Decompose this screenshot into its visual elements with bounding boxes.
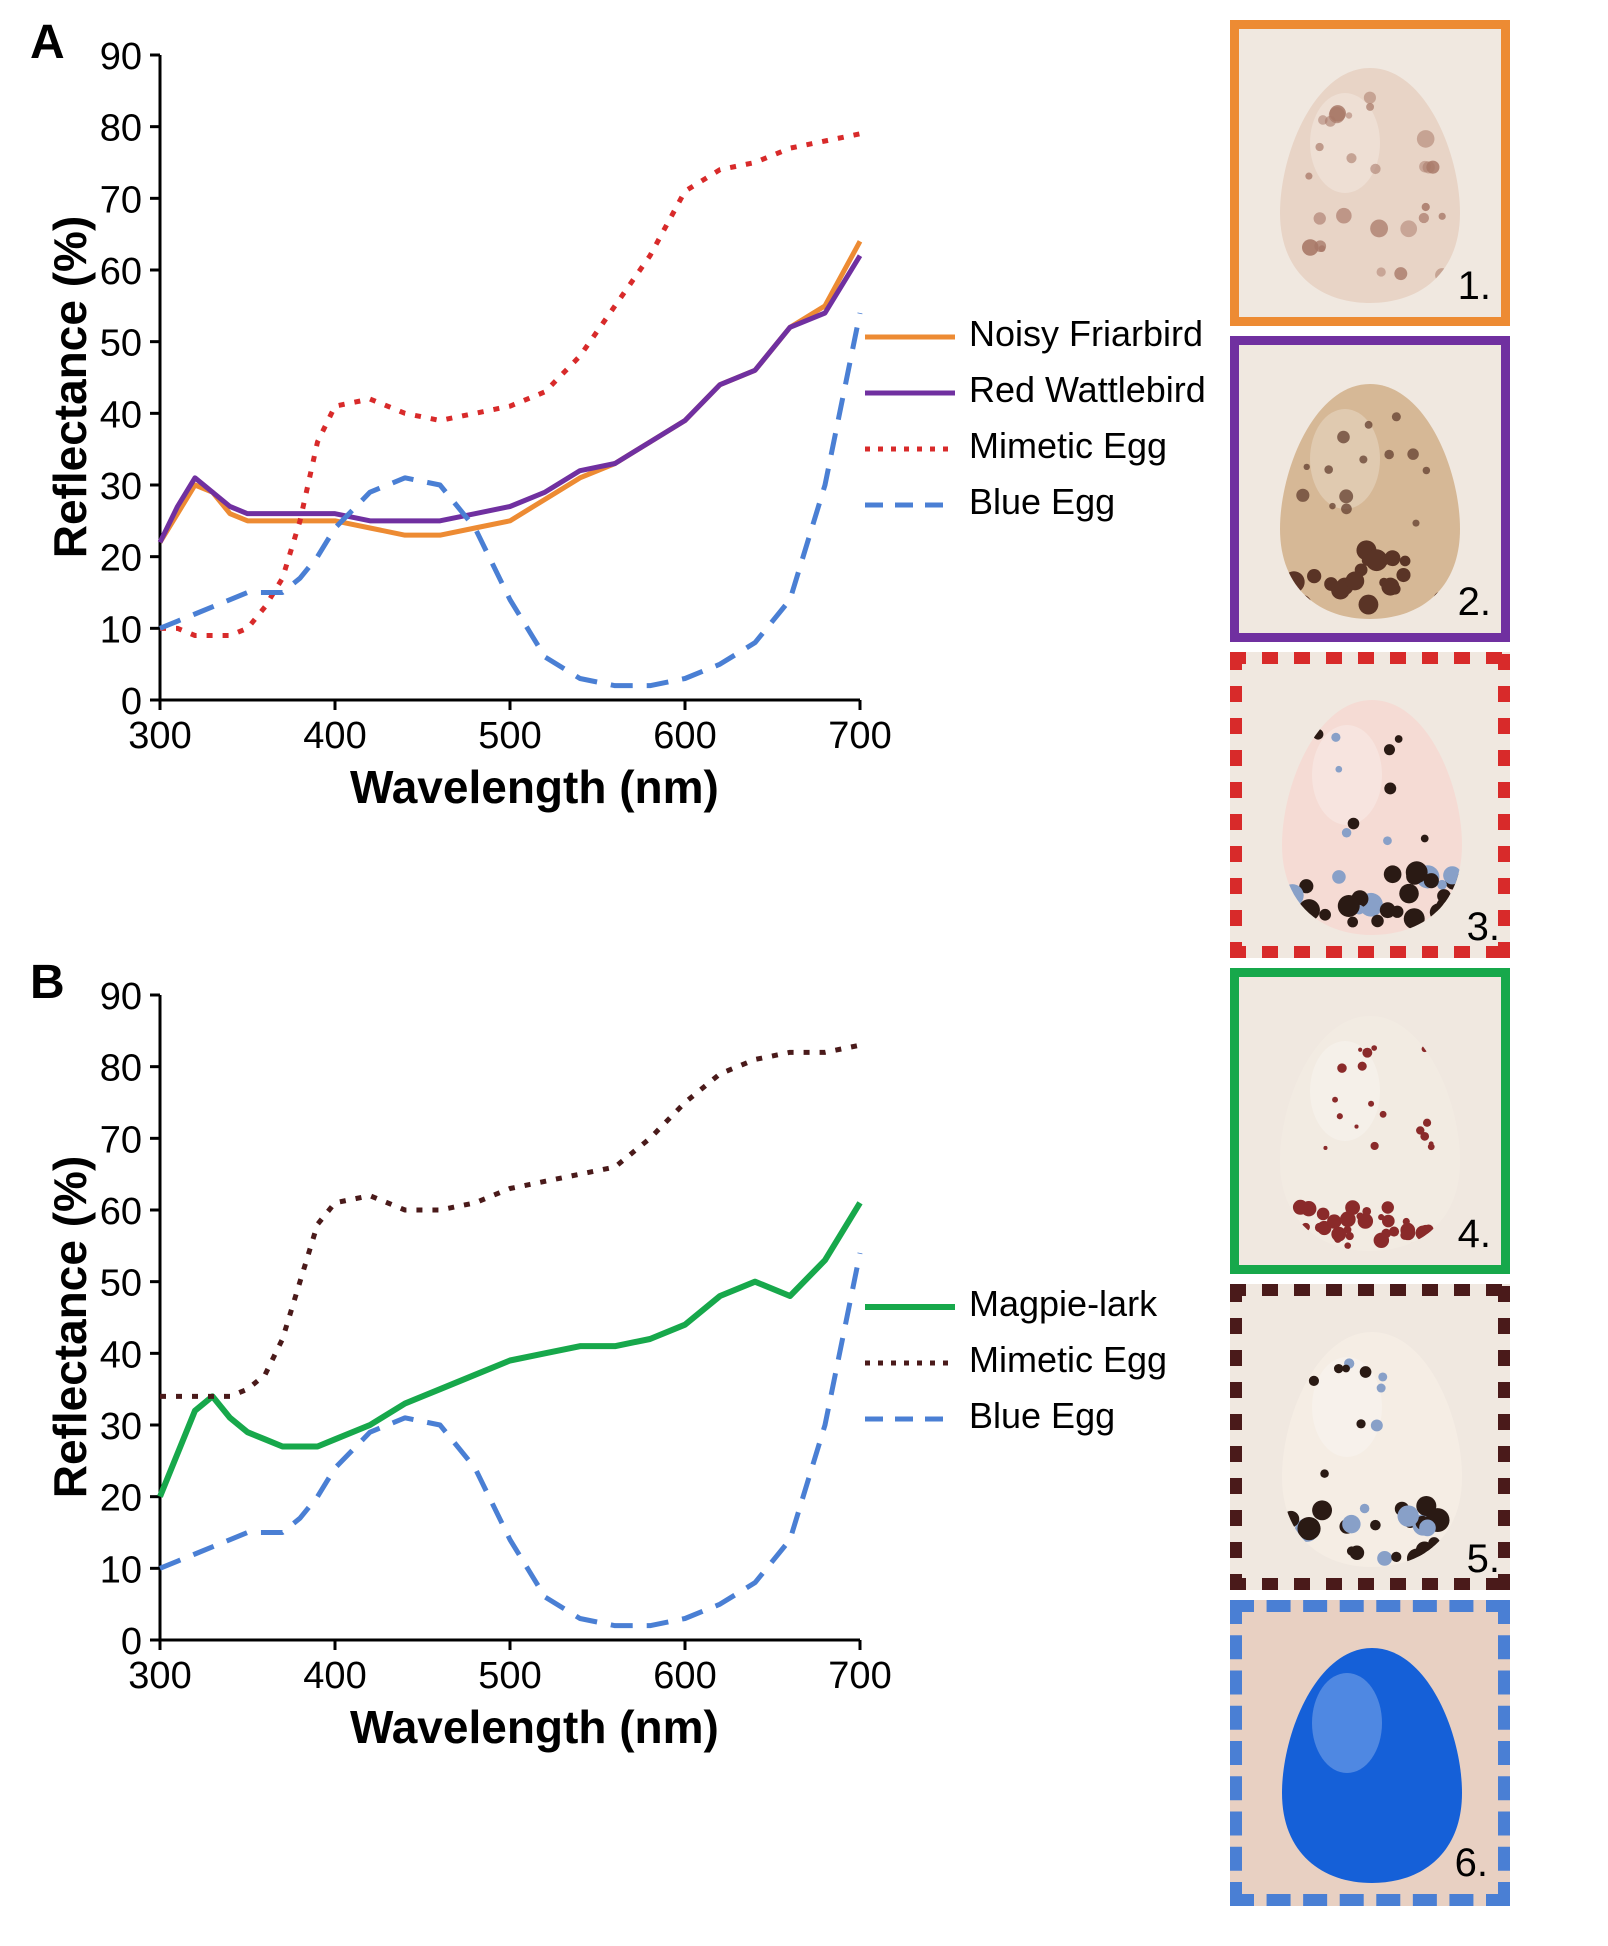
- egg-image-box: 5.: [1230, 1284, 1510, 1590]
- egg-number: 2.: [1458, 580, 1491, 625]
- svg-text:400: 400: [303, 1655, 366, 1697]
- svg-text:300: 300: [128, 715, 191, 757]
- legend-item: Magpie-lark: [865, 1280, 1167, 1328]
- svg-text:500: 500: [478, 715, 541, 757]
- svg-text:30: 30: [100, 466, 142, 508]
- svg-text:600: 600: [653, 1655, 716, 1697]
- svg-text:10: 10: [100, 609, 142, 651]
- svg-text:80: 80: [100, 1048, 142, 1090]
- svg-text:80: 80: [100, 108, 142, 150]
- egg-images-column: 1. 2. 3. 4. 5. 6.: [1230, 20, 1550, 1916]
- legend-item: Blue Egg: [865, 1392, 1167, 1440]
- egg-image-box: 2.: [1230, 336, 1510, 642]
- svg-text:10: 10: [100, 1549, 142, 1591]
- legend-label: Magpie-lark: [969, 1283, 1157, 1325]
- svg-text:70: 70: [100, 179, 142, 221]
- legend-item: Mimetic Egg: [865, 422, 1206, 470]
- svg-text:50: 50: [100, 323, 142, 365]
- egg-number: 3.: [1467, 905, 1500, 950]
- egg-number: 6.: [1455, 1841, 1488, 1886]
- svg-text:70: 70: [100, 1119, 142, 1161]
- x-axis-label-a: Wavelength (nm): [350, 760, 719, 814]
- legend-label: Red Wattlebird: [969, 369, 1206, 411]
- egg-number: 1.: [1458, 264, 1491, 309]
- legend-item: Blue Egg: [865, 478, 1206, 526]
- egg-image-box: 1.: [1230, 20, 1510, 326]
- svg-text:30: 30: [100, 1406, 142, 1448]
- svg-text:40: 40: [100, 394, 142, 436]
- svg-text:700: 700: [828, 1655, 891, 1697]
- legend-item: Red Wattlebird: [865, 366, 1206, 414]
- legend-label: Blue Egg: [969, 481, 1115, 523]
- legend-a: Noisy Friarbird Red Wattlebird Mimetic Egg…: [865, 310, 1206, 534]
- legend-item: Noisy Friarbird: [865, 310, 1206, 358]
- legend-label: Mimetic Egg: [969, 1339, 1167, 1381]
- egg-image-box: 4.: [1230, 968, 1510, 1274]
- egg-image-box: 3.: [1230, 652, 1510, 958]
- svg-text:90: 90: [100, 36, 142, 78]
- legend-label: Blue Egg: [969, 1395, 1115, 1437]
- legend-label: Noisy Friarbird: [969, 313, 1203, 355]
- svg-text:600: 600: [653, 715, 716, 757]
- svg-text:700: 700: [828, 715, 891, 757]
- legend-item: Mimetic Egg: [865, 1336, 1167, 1384]
- svg-text:300: 300: [128, 1655, 191, 1697]
- egg-image-box: 6.: [1230, 1600, 1510, 1906]
- svg-text:20: 20: [100, 538, 142, 580]
- svg-text:50: 50: [100, 1263, 142, 1305]
- svg-text:400: 400: [303, 715, 366, 757]
- legend-b: Magpie-lark Mimetic Egg Blue Egg: [865, 1280, 1167, 1448]
- svg-text:60: 60: [100, 1191, 142, 1233]
- svg-text:500: 500: [478, 1655, 541, 1697]
- legend-label: Mimetic Egg: [969, 425, 1167, 467]
- x-axis-label-b: Wavelength (nm): [350, 1700, 719, 1754]
- egg-number: 4.: [1458, 1212, 1491, 1257]
- svg-text:60: 60: [100, 251, 142, 293]
- svg-text:40: 40: [100, 1334, 142, 1376]
- egg-number: 5.: [1467, 1537, 1500, 1582]
- svg-text:20: 20: [100, 1478, 142, 1520]
- svg-text:90: 90: [100, 976, 142, 1018]
